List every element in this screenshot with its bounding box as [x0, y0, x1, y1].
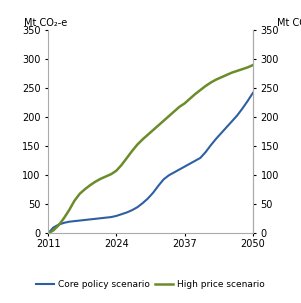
Core policy scenario	[246, 99, 250, 103]
Core policy scenario	[73, 219, 76, 223]
Core policy scenario	[172, 171, 176, 174]
High price scenario	[193, 92, 197, 96]
High price scenario	[183, 102, 186, 105]
Core policy scenario	[178, 168, 181, 171]
High price scenario	[104, 175, 108, 178]
Core policy scenario	[125, 211, 129, 214]
Text: Mt CO₂-e: Mt CO₂-e	[278, 18, 301, 28]
High price scenario	[94, 180, 97, 184]
High price scenario	[167, 114, 171, 118]
Core policy scenario	[183, 165, 186, 168]
Core policy scenario	[214, 137, 218, 141]
Core policy scenario	[251, 91, 255, 95]
High price scenario	[225, 73, 228, 77]
Core policy scenario	[135, 205, 139, 209]
Core policy scenario	[235, 114, 239, 117]
High price scenario	[209, 81, 213, 84]
Core policy scenario	[104, 216, 108, 219]
High price scenario	[120, 163, 123, 167]
High price scenario	[46, 231, 50, 235]
High price scenario	[162, 119, 166, 123]
High price scenario	[188, 97, 192, 101]
High price scenario	[99, 177, 102, 181]
Core policy scenario	[99, 216, 102, 220]
Core policy scenario	[83, 218, 87, 222]
Core policy scenario	[130, 208, 134, 212]
Text: Mt CO₂-e: Mt CO₂-e	[23, 18, 67, 28]
High price scenario	[135, 143, 139, 146]
Core policy scenario	[225, 125, 228, 129]
High price scenario	[240, 67, 244, 71]
High price scenario	[230, 71, 234, 75]
High price scenario	[62, 216, 66, 220]
High price scenario	[57, 223, 61, 227]
High price scenario	[115, 169, 118, 172]
High price scenario	[125, 156, 129, 160]
Core policy scenario	[193, 159, 197, 163]
Core policy scenario	[57, 223, 61, 226]
High price scenario	[130, 149, 134, 153]
High price scenario	[199, 88, 202, 92]
High price scenario	[246, 66, 250, 69]
High price scenario	[204, 84, 207, 88]
High price scenario	[157, 124, 160, 127]
Core policy scenario	[167, 174, 171, 177]
High price scenario	[214, 78, 218, 82]
Core policy scenario	[157, 184, 160, 188]
High price scenario	[151, 128, 155, 132]
Core policy scenario	[62, 221, 66, 225]
Core policy scenario	[120, 212, 123, 216]
Core policy scenario	[240, 107, 244, 110]
Line: High price scenario: High price scenario	[48, 65, 253, 233]
High price scenario	[88, 183, 92, 187]
Core policy scenario	[94, 217, 97, 221]
Core policy scenario	[162, 178, 166, 181]
Core policy scenario	[78, 219, 82, 222]
Core policy scenario	[188, 162, 192, 165]
Core policy scenario	[67, 220, 71, 224]
Core policy scenario	[115, 214, 118, 218]
Core policy scenario	[199, 156, 202, 160]
High price scenario	[78, 192, 82, 196]
Core policy scenario	[109, 215, 113, 219]
Core policy scenario	[46, 231, 50, 235]
High price scenario	[219, 75, 223, 79]
High price scenario	[83, 188, 87, 191]
Core policy scenario	[88, 218, 92, 221]
High price scenario	[141, 138, 144, 141]
Core policy scenario	[219, 131, 223, 135]
Core policy scenario	[209, 143, 213, 147]
Legend: Core policy scenario, High price scenario: Core policy scenario, High price scenari…	[33, 276, 268, 292]
Core policy scenario	[146, 197, 150, 200]
Core policy scenario	[204, 150, 207, 154]
High price scenario	[109, 172, 113, 176]
Core policy scenario	[51, 226, 55, 229]
Core policy scenario	[141, 201, 144, 205]
High price scenario	[178, 105, 181, 109]
High price scenario	[67, 208, 71, 212]
High price scenario	[51, 228, 55, 232]
Core policy scenario	[151, 191, 155, 195]
High price scenario	[235, 69, 239, 73]
Line: Core policy scenario: Core policy scenario	[48, 93, 253, 233]
Core policy scenario	[230, 120, 234, 123]
High price scenario	[172, 110, 176, 113]
High price scenario	[251, 63, 255, 67]
High price scenario	[146, 133, 150, 137]
High price scenario	[73, 199, 76, 203]
